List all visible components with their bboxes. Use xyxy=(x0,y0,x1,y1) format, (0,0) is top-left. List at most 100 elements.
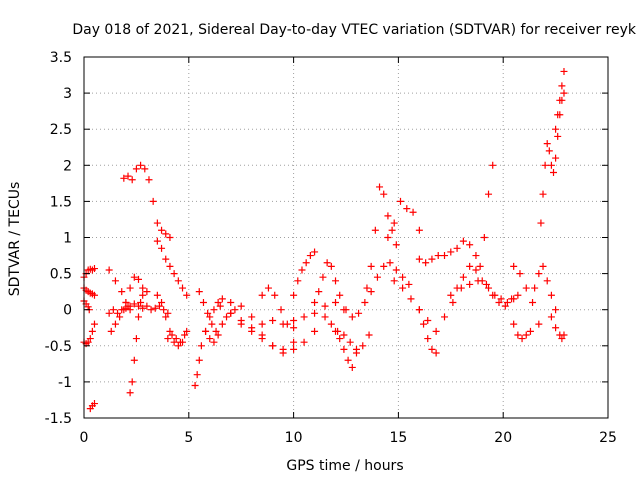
data-point xyxy=(441,252,449,260)
data-point xyxy=(503,298,511,306)
data-point xyxy=(352,349,360,357)
data-point xyxy=(384,212,392,220)
data-point xyxy=(90,291,98,299)
data-point xyxy=(453,244,461,252)
data-point xyxy=(90,400,98,408)
data-point xyxy=(294,277,302,285)
data-point xyxy=(539,262,547,270)
series-arc-29 xyxy=(390,277,490,335)
data-point xyxy=(153,237,161,245)
data-point xyxy=(428,255,436,263)
data-point xyxy=(130,300,138,308)
data-point xyxy=(170,338,178,346)
y-tick-label: 0.5 xyxy=(50,267,72,283)
data-point xyxy=(153,219,161,227)
series-arc-20 xyxy=(237,320,298,353)
data-point xyxy=(522,331,530,339)
y-tick-label: 3 xyxy=(63,86,72,102)
data-point xyxy=(361,298,369,306)
data-point xyxy=(183,291,191,299)
data-point xyxy=(168,331,176,339)
data-point xyxy=(321,302,329,310)
data-point xyxy=(489,161,497,169)
data-point xyxy=(447,248,455,256)
data-point xyxy=(300,313,308,321)
data-point xyxy=(367,262,375,270)
data-point xyxy=(560,89,568,97)
data-point xyxy=(367,288,375,296)
data-point xyxy=(420,320,428,328)
data-point xyxy=(428,345,436,353)
data-point xyxy=(447,291,455,299)
series-arc-13 xyxy=(153,291,191,350)
data-point xyxy=(114,309,122,317)
x-tick-label: 25 xyxy=(599,430,617,446)
series-arc-35 xyxy=(510,262,543,328)
data-point xyxy=(508,295,516,303)
data-point xyxy=(306,252,314,260)
data-point xyxy=(558,82,566,90)
data-point xyxy=(363,284,371,292)
data-point xyxy=(323,259,331,267)
data-point xyxy=(158,298,166,306)
y-tick-label: 1.5 xyxy=(50,194,72,210)
data-point xyxy=(132,335,140,343)
data-point xyxy=(227,298,235,306)
data-point xyxy=(432,349,440,357)
series-arc-12 xyxy=(153,237,191,299)
data-point xyxy=(193,371,201,379)
data-point xyxy=(107,327,115,335)
data-point xyxy=(547,313,555,321)
data-point xyxy=(298,266,306,274)
series-arc-39 xyxy=(547,313,568,343)
data-point xyxy=(340,345,348,353)
data-point xyxy=(124,172,132,180)
data-point xyxy=(432,327,440,335)
data-point xyxy=(139,291,147,299)
series-arc-17 xyxy=(202,306,239,346)
data-point xyxy=(535,270,543,278)
data-point xyxy=(386,259,394,267)
data-point xyxy=(495,298,503,306)
data-point xyxy=(466,262,474,270)
x-tick-label: 15 xyxy=(389,430,407,446)
data-point xyxy=(424,317,432,325)
y-tick-label: 2 xyxy=(63,158,72,174)
data-point xyxy=(399,273,407,281)
data-point xyxy=(116,313,124,321)
data-point xyxy=(510,320,518,328)
data-point xyxy=(179,284,187,292)
data-point xyxy=(300,338,308,346)
data-point xyxy=(342,306,350,314)
data-point xyxy=(485,190,493,198)
data-point xyxy=(302,259,310,267)
data-point xyxy=(556,96,564,104)
data-point xyxy=(210,306,218,314)
data-point xyxy=(124,302,132,310)
data-point xyxy=(415,226,423,234)
data-point xyxy=(552,125,560,133)
series-arc-01 xyxy=(80,265,98,281)
data-point xyxy=(137,161,145,169)
data-point xyxy=(212,327,220,335)
data-point xyxy=(130,356,138,364)
data-point xyxy=(311,248,319,256)
data-point xyxy=(218,320,226,328)
data-point xyxy=(315,288,323,296)
data-point xyxy=(109,306,117,314)
data-point xyxy=(510,262,518,270)
data-point xyxy=(332,327,340,335)
data-point xyxy=(218,295,226,303)
data-point xyxy=(336,291,344,299)
series-arc-26 xyxy=(342,259,413,321)
data-point xyxy=(206,335,214,343)
series-arc-16 xyxy=(195,288,220,335)
data-point xyxy=(311,327,319,335)
x-tick-label: 10 xyxy=(285,430,303,446)
data-point xyxy=(206,313,214,321)
data-point xyxy=(422,259,430,267)
data-point xyxy=(191,382,199,390)
data-point xyxy=(166,262,174,270)
data-point xyxy=(158,226,166,234)
series-arc-40 xyxy=(552,67,568,133)
